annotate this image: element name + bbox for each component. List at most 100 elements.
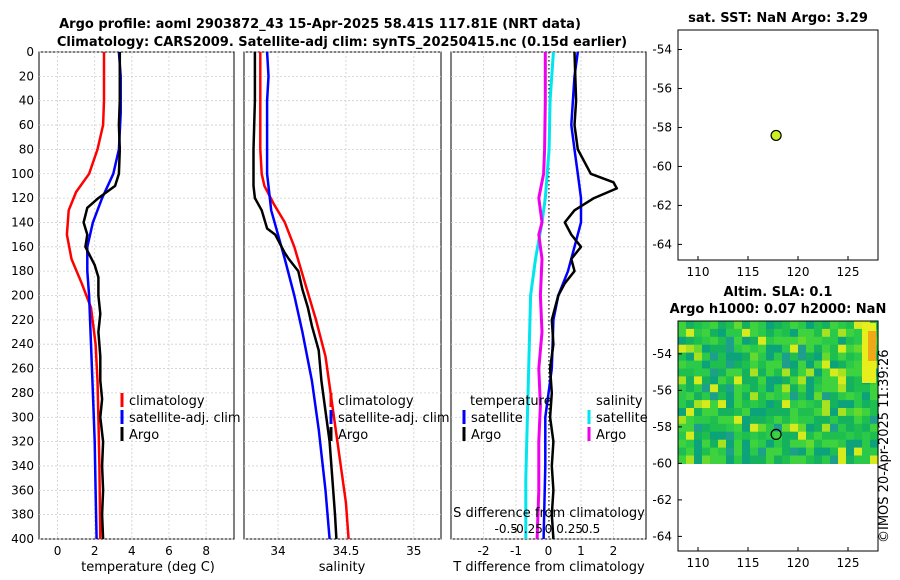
difference-legend: temperature satellite Argo salinity sate… <box>462 394 648 443</box>
legend-climatology: climatology <box>338 394 414 409</box>
heatmap-cell <box>718 376 727 385</box>
s-tick-label: -0.25 <box>512 522 543 536</box>
heatmap-cell <box>790 431 799 441</box>
heatmap-cell <box>838 360 847 370</box>
x-tick-label: 115 <box>737 265 760 279</box>
heatmap-cell <box>798 328 807 338</box>
x-tick-label: 120 <box>787 265 810 279</box>
heatmap-cell <box>774 344 783 354</box>
legend-climatology: climatology <box>129 394 205 409</box>
heatmap-cell <box>686 439 695 449</box>
heatmap-cell <box>830 392 839 401</box>
heatmap-cell <box>782 415 791 425</box>
heatmap-cell <box>814 447 823 457</box>
heatmap-cell <box>726 423 735 433</box>
heatmap-cell <box>870 447 879 457</box>
heatmap-cell <box>782 384 791 393</box>
heatmap-cell <box>862 400 871 409</box>
heatmap-cell <box>814 360 823 370</box>
depth-tick-label: 260 <box>11 362 34 376</box>
legend-salinity-title: salinity <box>596 394 643 409</box>
heatmap-cell <box>782 431 791 441</box>
heatmap-cell <box>854 400 863 409</box>
heatmap-cell <box>822 376 831 385</box>
heatmap-cell <box>710 439 719 449</box>
heatmap-cell <box>774 439 783 449</box>
y-tick-label: -64 <box>652 529 672 543</box>
t-satellite-line <box>542 51 583 540</box>
heatmap-cell <box>766 352 775 362</box>
t-argo-line <box>548 51 619 540</box>
y-tick-label: -62 <box>652 493 672 507</box>
heatmap-cell <box>774 400 783 409</box>
heatmap-cell <box>742 328 751 338</box>
heatmap-cell <box>710 384 719 393</box>
heatmap-cell <box>846 447 855 457</box>
heatmap-cell <box>678 344 687 354</box>
heatmap-cell <box>694 415 703 425</box>
heatmap-cell <box>774 328 783 338</box>
x-tick-label: 125 <box>837 265 860 279</box>
temperature-grid <box>39 51 234 540</box>
heatmap-cell <box>870 455 879 464</box>
heatmap-cell <box>814 336 823 346</box>
heatmap-cell <box>846 376 855 385</box>
heatmap-cell <box>750 336 759 346</box>
heatmap-cell <box>766 360 775 370</box>
heatmap-cell <box>782 447 791 457</box>
heatmap-cell <box>822 455 831 464</box>
s-tick-label: 0 <box>545 522 553 536</box>
heatmap-cell <box>838 376 847 385</box>
heatmap-cell <box>782 368 791 377</box>
depth-tick-label: 240 <box>11 337 34 351</box>
heatmap-cell <box>814 408 823 417</box>
heatmap-cell <box>814 344 823 354</box>
heatmap-cell <box>790 447 799 457</box>
heatmap-cell <box>742 415 751 425</box>
heatmap-cell <box>830 455 839 464</box>
heatmap-cell <box>726 392 735 401</box>
salinity-axis-label: salinity <box>319 560 366 575</box>
heatmap-cell <box>718 360 727 370</box>
heatmap-cell <box>822 336 831 346</box>
heatmap-cell <box>790 415 799 425</box>
legend-t-satellite: satellite <box>471 411 523 426</box>
x-tick-label: 8 <box>202 544 210 558</box>
heatmap-cell <box>838 439 847 449</box>
heatmap-cell <box>806 439 815 449</box>
heatmap-cell <box>686 447 695 457</box>
heatmap-cell <box>862 384 871 393</box>
heatmap-cell <box>838 336 847 346</box>
heatmap-cell <box>846 392 855 401</box>
heatmap-cell <box>870 439 879 449</box>
heatmap-cell <box>782 400 791 409</box>
heatmap-cell <box>862 447 871 457</box>
y-tick-label: -60 <box>652 456 672 470</box>
heatmap-cell <box>734 447 743 457</box>
y-tick-label: -58 <box>652 120 672 134</box>
heatmap-cell <box>854 455 863 464</box>
heatmap-cell <box>814 392 823 401</box>
heatmap-cell <box>774 423 783 433</box>
heatmap-cell <box>734 431 743 441</box>
heatmap-cell <box>710 415 719 425</box>
heatmap-cell <box>734 400 743 409</box>
heatmap-cell <box>790 368 799 377</box>
heatmap-cell <box>678 447 687 457</box>
heatmap-cell <box>742 400 751 409</box>
x-tick-label: 0 <box>54 544 62 558</box>
heatmap-cell <box>750 400 759 409</box>
heatmap-cell <box>734 352 743 362</box>
depth-tick-label: 180 <box>11 264 34 278</box>
heatmap-cell <box>854 439 863 449</box>
heatmap-cell <box>782 392 791 401</box>
depth-tick-label: 200 <box>11 289 34 303</box>
heatmap-cell <box>814 321 823 330</box>
heatmap-cell <box>726 321 735 330</box>
heatmap-cell <box>830 328 839 338</box>
heatmap-cell <box>798 376 807 385</box>
heatmap-cell <box>758 431 767 441</box>
heatmap-cell <box>854 408 863 417</box>
heatmap-cell <box>830 336 839 346</box>
heatmap-cell <box>790 455 799 464</box>
